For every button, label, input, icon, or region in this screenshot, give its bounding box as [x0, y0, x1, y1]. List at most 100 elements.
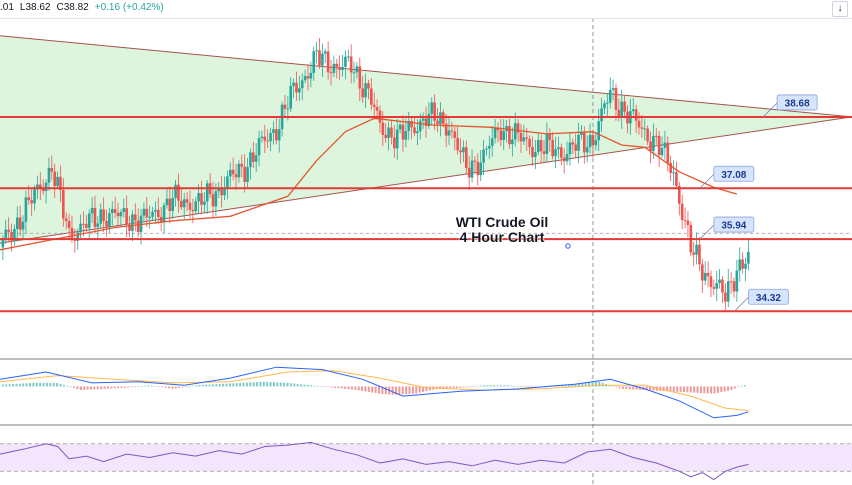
candle-body [631, 109, 635, 112]
macd-histogram-bar [706, 386, 709, 394]
macd-histogram-bar [500, 385, 503, 387]
candle-body [125, 208, 128, 225]
macd-line [0, 366, 749, 419]
macd-histogram-bar [52, 382, 55, 387]
macd-histogram-bar [398, 386, 401, 395]
candle-body [709, 276, 713, 288]
macd-histogram-bar [618, 386, 621, 389]
candle-body [502, 131, 506, 141]
chart-title: WTI Crude Oil [455, 214, 549, 230]
candle-body [476, 161, 480, 176]
candle-body [706, 272, 710, 277]
macd-histogram-bar [103, 386, 106, 389]
candle-body [565, 154, 569, 162]
macd-histogram-bar [28, 383, 31, 387]
candle-body [148, 216, 151, 218]
candle-body [13, 229, 16, 241]
macd-histogram-bar [645, 386, 648, 391]
macd-histogram-bar [296, 383, 299, 387]
macd-histogram-bar [256, 382, 259, 387]
candle-body [30, 200, 33, 204]
candle-body [585, 147, 589, 153]
candle-body [300, 80, 304, 89]
candle-body [85, 224, 88, 228]
macd-histogram-bar [713, 386, 716, 394]
macd-histogram-bar [635, 386, 638, 390]
candle-body [260, 136, 264, 139]
macd-histogram-bar [266, 381, 269, 387]
macd-histogram-bar [496, 385, 499, 387]
macd-histogram-bar [198, 385, 201, 387]
macd-histogram-bar [300, 384, 303, 387]
price-pane: 38.68 37.08 35.94 34.32 [0, 18, 852, 485]
candle-body [493, 127, 497, 139]
candle-body [338, 66, 341, 70]
candle-body [686, 220, 690, 225]
macd-histogram-bar [408, 386, 411, 394]
macd-histogram-bar [682, 386, 685, 393]
candle-body [577, 134, 580, 151]
macd-histogram-bar [211, 384, 214, 387]
macd-histogram-bar [469, 386, 472, 388]
macd-histogram-bar [32, 382, 35, 387]
macd-histogram-bar [479, 385, 482, 387]
macd-histogram-bar [452, 386, 455, 389]
candle-body [634, 109, 638, 121]
level-callout-leader [762, 102, 778, 118]
macd-histogram-bar [239, 382, 242, 387]
arrow-down-icon[interactable]: ↓ [832, 1, 848, 17]
candle-body [220, 187, 223, 196]
chart-title-block: WTI Crude Oil 4 Hour Chart [440, 215, 564, 245]
candle-body [102, 209, 105, 221]
macd-histogram-bar [320, 386, 323, 387]
macd-histogram-bar [367, 386, 370, 392]
candle-body [459, 150, 462, 153]
macd-histogram-bar [49, 382, 52, 387]
candle-body [623, 101, 626, 112]
macd-histogram-bar [154, 386, 157, 387]
macd-histogram-bar [740, 385, 743, 387]
candle-body [286, 108, 290, 110]
macd-histogram-bar [364, 386, 367, 392]
candle-body [177, 184, 180, 201]
rsi-line [0, 441, 749, 481]
ohlc-low: L38.62 [19, 2, 51, 13]
macd-histogram-bar [225, 383, 228, 387]
candle-body [154, 209, 157, 212]
macd-histogram-bar [455, 386, 458, 388]
candle-body [675, 172, 678, 186]
candle-body [721, 279, 724, 293]
candle-body [128, 224, 131, 231]
candle-body [712, 287, 716, 289]
candle-body [70, 227, 74, 240]
candle-body [312, 51, 316, 73]
macd-histogram-bar [720, 386, 723, 393]
candle-body [410, 120, 413, 128]
candle-body [246, 167, 249, 182]
candle-body [418, 120, 422, 132]
candle-body [289, 85, 293, 109]
macd-histogram-bar [201, 384, 204, 387]
macd-histogram-bar [18, 383, 21, 387]
macd-histogram-bar [178, 386, 181, 388]
candle-body [724, 292, 727, 302]
candle-body [508, 126, 511, 145]
candle-body [355, 66, 359, 73]
macd-histogram-bar [228, 383, 231, 387]
candle-body [200, 193, 203, 205]
macd-histogram-bar [483, 385, 486, 387]
candle-body [309, 72, 313, 79]
macd-histogram-bar [157, 386, 160, 388]
candle-body [513, 123, 517, 140]
candle-body [1, 237, 5, 248]
candle-body [44, 182, 48, 192]
candle-body [96, 223, 100, 227]
candle-body [479, 162, 482, 176]
macd-histogram-bar [418, 386, 421, 393]
macd-histogram-bar [384, 386, 387, 395]
macd-histogram-bar [422, 386, 425, 392]
candle-body [269, 133, 272, 142]
candle-body [545, 134, 549, 154]
candle-body [283, 104, 287, 109]
